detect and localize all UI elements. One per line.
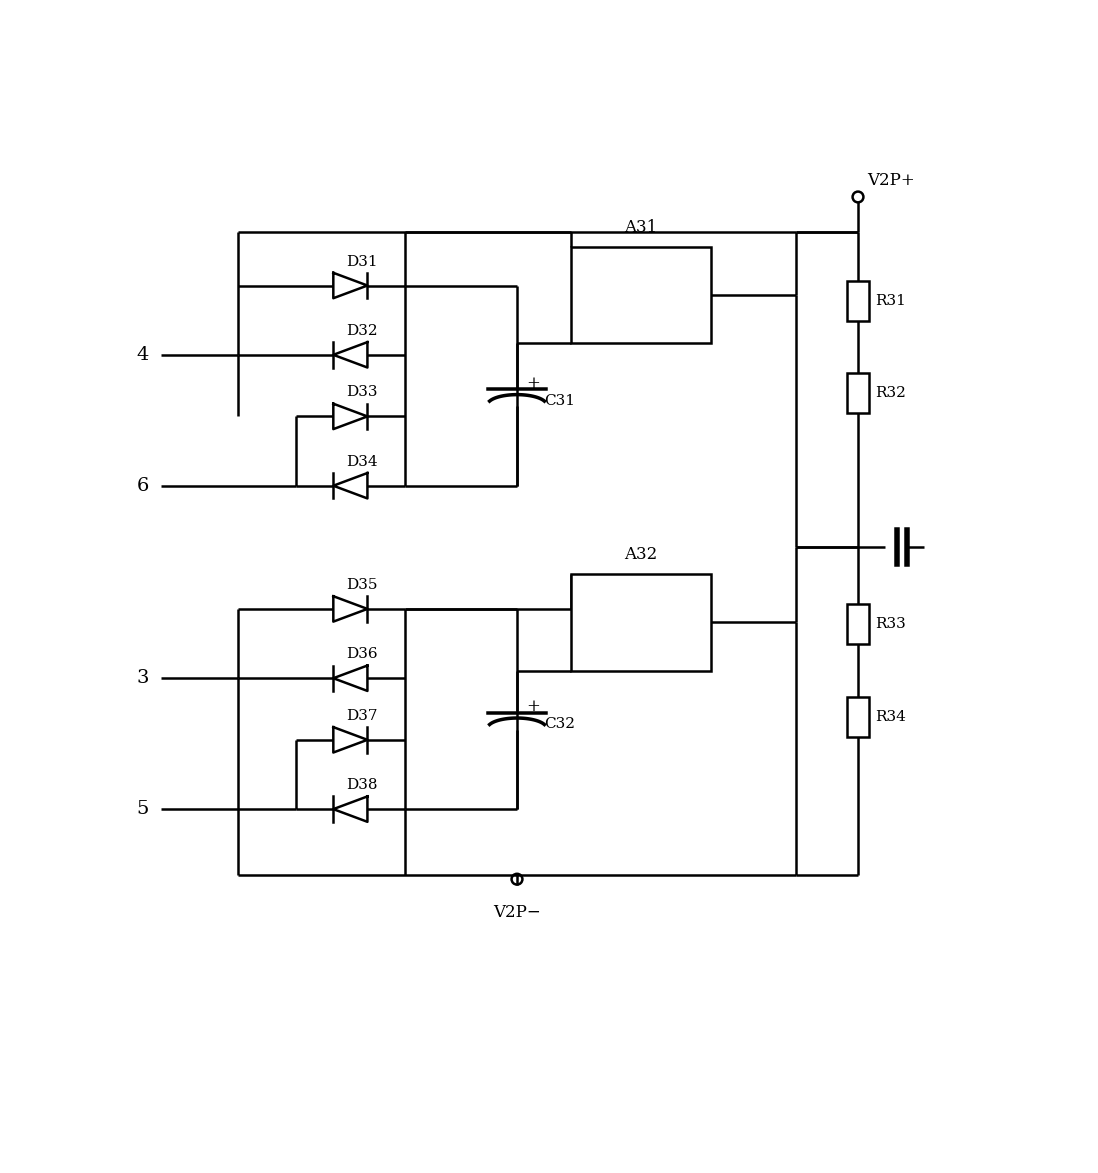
- Bar: [848, 373, 869, 413]
- Text: C32: C32: [545, 718, 575, 732]
- Text: D37: D37: [347, 708, 378, 723]
- Text: R31: R31: [875, 294, 906, 308]
- Text: V2P−: V2P−: [493, 904, 541, 921]
- Bar: [848, 697, 869, 737]
- Text: D33: D33: [347, 386, 378, 400]
- Text: 5: 5: [136, 800, 149, 818]
- Text: D34: D34: [347, 455, 378, 469]
- Text: 6: 6: [136, 476, 149, 495]
- Bar: [571, 248, 710, 344]
- Text: A31: A31: [625, 219, 658, 236]
- Text: +: +: [526, 375, 540, 392]
- Text: A32: A32: [625, 547, 658, 563]
- Bar: [848, 280, 869, 321]
- Text: C31: C31: [545, 394, 575, 408]
- Text: R33: R33: [875, 617, 906, 631]
- Text: D35: D35: [347, 578, 378, 592]
- Text: +: +: [526, 698, 540, 716]
- Text: R34: R34: [875, 710, 906, 724]
- Text: R32: R32: [875, 386, 906, 400]
- Text: 4: 4: [136, 346, 149, 364]
- Text: V2P+: V2P+: [867, 172, 915, 189]
- Text: 3: 3: [136, 670, 149, 687]
- Bar: [848, 604, 869, 644]
- Bar: [571, 575, 710, 671]
- Text: D36: D36: [347, 647, 378, 662]
- Text: D32: D32: [347, 324, 378, 338]
- Text: D38: D38: [347, 778, 378, 792]
- Text: D31: D31: [347, 255, 378, 269]
